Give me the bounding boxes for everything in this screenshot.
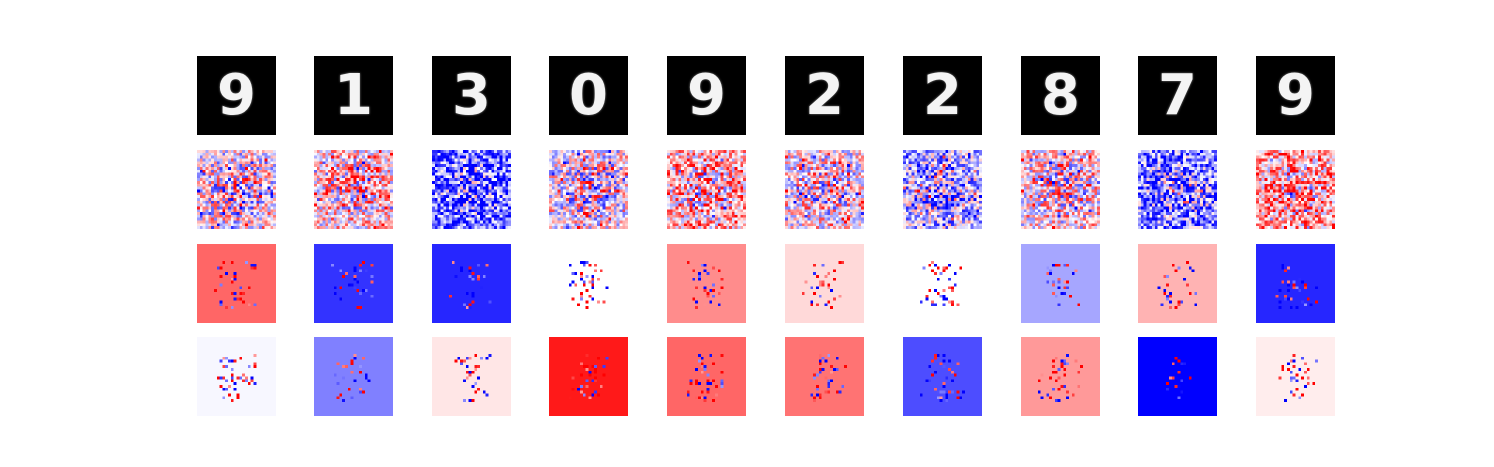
attribution-map-tile [1138, 337, 1217, 416]
attribution-map-tile [903, 244, 982, 323]
digit-label: 3 [452, 62, 491, 128]
noise-map-tile [432, 150, 511, 229]
noise-map-tile [1138, 150, 1217, 229]
digit-label: 2 [805, 62, 844, 128]
noise-map-tile [785, 150, 864, 229]
input-digit-tile: 9 [667, 56, 746, 135]
digit-label: 9 [687, 62, 726, 128]
attribution-map-tile [197, 337, 276, 416]
attribution-map-tile [314, 337, 393, 416]
attribution-map-tile [549, 337, 628, 416]
attribution-map-tile [432, 337, 511, 416]
noise-map-tile [903, 150, 982, 229]
digit-label: 8 [1041, 62, 1080, 128]
input-digit-tile: 3 [432, 56, 511, 135]
attribution-map-tile [1021, 337, 1100, 416]
noise-map-tile [197, 150, 276, 229]
noise-map-tile [667, 150, 746, 229]
input-digit-tile: 1 [314, 56, 393, 135]
attribution-map-tile [667, 337, 746, 416]
attribution-map-tile [197, 244, 276, 323]
attribution-map-tile [785, 337, 864, 416]
attribution-map-tile [785, 244, 864, 323]
input-digit-tile: 8 [1021, 56, 1100, 135]
attribution-map-tile [903, 337, 982, 416]
input-digit-tile: 9 [1256, 56, 1335, 135]
input-digit-tile: 0 [549, 56, 628, 135]
digit-label: 7 [1158, 62, 1197, 128]
digit-label: 9 [217, 62, 256, 128]
digit-label: 2 [923, 62, 962, 128]
digit-label: 0 [569, 62, 608, 128]
attribution-map-tile [314, 244, 393, 323]
input-digit-tile: 2 [785, 56, 864, 135]
attribution-map-tile [432, 244, 511, 323]
digit-label: 9 [1276, 62, 1315, 128]
noise-map-tile [1256, 150, 1335, 229]
attribution-map-tile [667, 244, 746, 323]
noise-map-tile [549, 150, 628, 229]
input-digit-tile: 7 [1138, 56, 1217, 135]
noise-map-tile [314, 150, 393, 229]
attribution-map-tile [1138, 244, 1217, 323]
input-digit-tile: 2 [903, 56, 982, 135]
noise-map-tile [1021, 150, 1100, 229]
attribution-map-tile [1256, 244, 1335, 323]
attribution-map-tile [549, 244, 628, 323]
attribution-map-tile [1256, 337, 1335, 416]
attribution-map-tile [1021, 244, 1100, 323]
input-digit-tile: 9 [197, 56, 276, 135]
digit-label: 1 [334, 62, 373, 128]
